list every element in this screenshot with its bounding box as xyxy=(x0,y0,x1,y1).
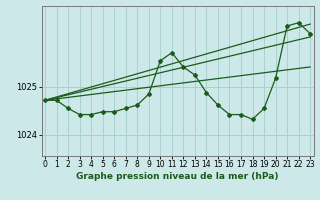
X-axis label: Graphe pression niveau de la mer (hPa): Graphe pression niveau de la mer (hPa) xyxy=(76,172,279,181)
